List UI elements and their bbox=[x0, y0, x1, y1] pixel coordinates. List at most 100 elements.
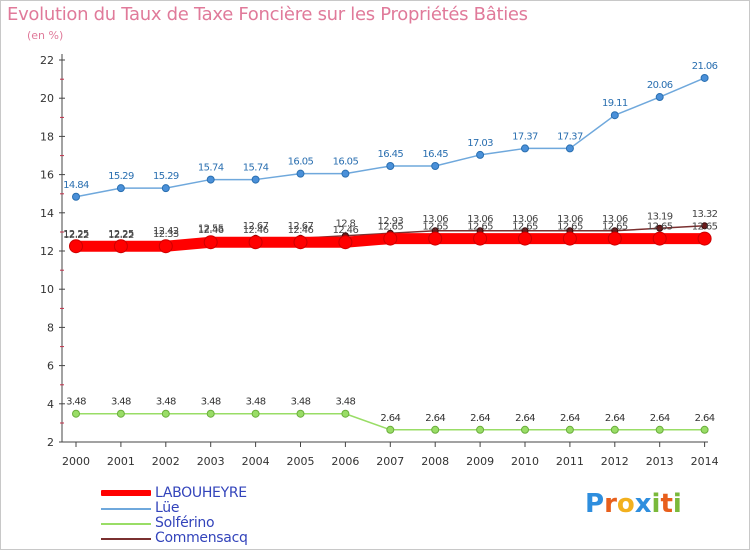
legend-swatch-solferino bbox=[101, 523, 151, 525]
data-label-labouheyre: 12.65 bbox=[467, 222, 493, 233]
data-point-commensacq bbox=[701, 222, 709, 230]
legend-swatch-lue bbox=[101, 508, 151, 510]
data-label-commensacq: 12.8 bbox=[335, 219, 355, 230]
data-label-solferino: 2.64 bbox=[560, 413, 580, 424]
data-label-commensacq: 12.42 bbox=[153, 226, 179, 237]
data-point-solferino bbox=[251, 409, 260, 418]
x-tick-label: 2007 bbox=[376, 455, 404, 468]
y-tick-label: 16 bbox=[40, 169, 54, 182]
data-point-lue bbox=[206, 175, 215, 184]
data-label-labouheyre: 12.25 bbox=[63, 229, 89, 240]
data-point-labouheyre bbox=[473, 231, 488, 246]
data-label-solferino: 3.48 bbox=[201, 397, 221, 408]
data-label-labouheyre: 12.65 bbox=[647, 222, 673, 233]
data-point-labouheyre bbox=[338, 235, 353, 250]
y-tick-label: 14 bbox=[40, 207, 54, 220]
data-point-labouheyre bbox=[607, 231, 622, 246]
y-tick-label: 12 bbox=[40, 245, 54, 258]
data-point-lue bbox=[610, 111, 619, 120]
data-label-labouheyre: 12.65 bbox=[692, 222, 718, 233]
data-point-solferino bbox=[206, 409, 215, 418]
data-label-commensacq: 13.19 bbox=[647, 211, 673, 222]
data-label-lue: 16.45 bbox=[377, 149, 403, 160]
x-tick-label: 2012 bbox=[601, 455, 629, 468]
legend-swatch-commensacq bbox=[101, 538, 151, 540]
data-label-solferino: 2.64 bbox=[380, 413, 400, 424]
data-label-commensacq: 12.93 bbox=[377, 216, 403, 227]
data-label-solferino: 3.48 bbox=[156, 397, 176, 408]
legend-label-solferino: Solférino bbox=[155, 515, 215, 531]
data-label-commensacq: 13.06 bbox=[602, 214, 628, 225]
y-tick-label: 18 bbox=[40, 130, 54, 143]
data-label-lue: 17.03 bbox=[467, 138, 493, 149]
data-label-commensacq: 12.67 bbox=[243, 221, 269, 232]
data-point-labouheyre bbox=[113, 239, 128, 254]
proxiti-logo: Proxiti bbox=[585, 489, 682, 519]
x-tick-label: 2000 bbox=[62, 455, 90, 468]
data-point-labouheyre bbox=[203, 235, 218, 250]
data-label-lue: 17.37 bbox=[557, 131, 583, 142]
logo-letter: r bbox=[604, 489, 617, 519]
data-point-lue bbox=[521, 144, 529, 153]
data-label-commensacq: 13.06 bbox=[512, 214, 538, 225]
data-label-labouheyre: 12.33 bbox=[153, 229, 179, 240]
data-point-lue bbox=[386, 162, 395, 171]
x-tick-label: 2009 bbox=[466, 455, 494, 468]
y-tick-label: 8 bbox=[47, 321, 54, 334]
data-point-labouheyre bbox=[248, 235, 263, 250]
legend-swatch-labouheyre bbox=[101, 490, 151, 496]
logo-letter: i bbox=[672, 489, 682, 519]
data-point-solferino bbox=[610, 425, 619, 434]
x-tick-label: 2005 bbox=[287, 455, 315, 468]
y-tick-label: 6 bbox=[47, 360, 54, 373]
data-point-labouheyre bbox=[697, 231, 712, 246]
logo-letter: i bbox=[651, 489, 661, 519]
data-point-solferino bbox=[72, 409, 80, 418]
chart-unit-label: (en %) bbox=[27, 29, 64, 42]
data-label-labouheyre: 12.46 bbox=[198, 225, 224, 236]
data-label-lue: 15.29 bbox=[153, 171, 179, 182]
data-label-lue: 15.74 bbox=[198, 163, 224, 174]
data-label-commensacq: 13.06 bbox=[557, 214, 583, 225]
data-label-commensacq: 13.06 bbox=[422, 214, 448, 225]
data-point-lue bbox=[700, 73, 709, 82]
data-point-labouheyre bbox=[562, 231, 577, 246]
data-label-lue: 15.29 bbox=[108, 171, 134, 182]
data-label-lue: 16.45 bbox=[422, 149, 448, 160]
chart-title: Evolution du Taux de Taxe Foncière sur l… bbox=[7, 4, 528, 25]
data-point-labouheyre bbox=[69, 239, 83, 254]
data-point-solferino bbox=[431, 425, 440, 434]
data-label-solferino: 2.64 bbox=[650, 413, 670, 424]
data-point-labouheyre bbox=[158, 239, 173, 254]
x-tick-label: 2003 bbox=[197, 455, 225, 468]
y-tick-label: 20 bbox=[40, 92, 54, 105]
y-tick-label: 22 bbox=[40, 54, 54, 67]
x-tick-label: 2001 bbox=[107, 455, 135, 468]
data-label-lue: 19.11 bbox=[602, 98, 628, 109]
data-point-solferino bbox=[655, 425, 664, 434]
data-label-lue: 21.06 bbox=[692, 61, 718, 72]
data-point-lue bbox=[251, 175, 260, 184]
data-point-solferino bbox=[296, 409, 305, 418]
data-label-solferino: 3.48 bbox=[335, 397, 355, 408]
data-label-labouheyre: 12.65 bbox=[557, 222, 583, 233]
data-point-labouheyre bbox=[428, 231, 443, 246]
data-point-commensacq bbox=[656, 224, 664, 232]
data-label-solferino: 3.48 bbox=[66, 397, 86, 408]
data-point-labouheyre bbox=[518, 231, 532, 246]
data-label-commensacq: 12.22 bbox=[63, 230, 89, 241]
data-label-labouheyre: 12.65 bbox=[512, 222, 538, 233]
x-tick-label: 2008 bbox=[421, 455, 449, 468]
data-point-solferino bbox=[116, 409, 125, 418]
data-point-lue bbox=[431, 162, 440, 171]
data-point-lue bbox=[116, 184, 125, 193]
data-label-lue: 20.06 bbox=[647, 80, 673, 91]
data-label-labouheyre: 12.46 bbox=[243, 225, 269, 236]
data-label-labouheyre: 12.46 bbox=[333, 225, 359, 236]
data-point-solferino bbox=[521, 425, 529, 434]
data-point-lue bbox=[476, 150, 485, 159]
data-label-labouheyre: 12.65 bbox=[377, 222, 403, 233]
data-label-solferino: 2.64 bbox=[605, 413, 625, 424]
data-point-solferino bbox=[476, 425, 485, 434]
